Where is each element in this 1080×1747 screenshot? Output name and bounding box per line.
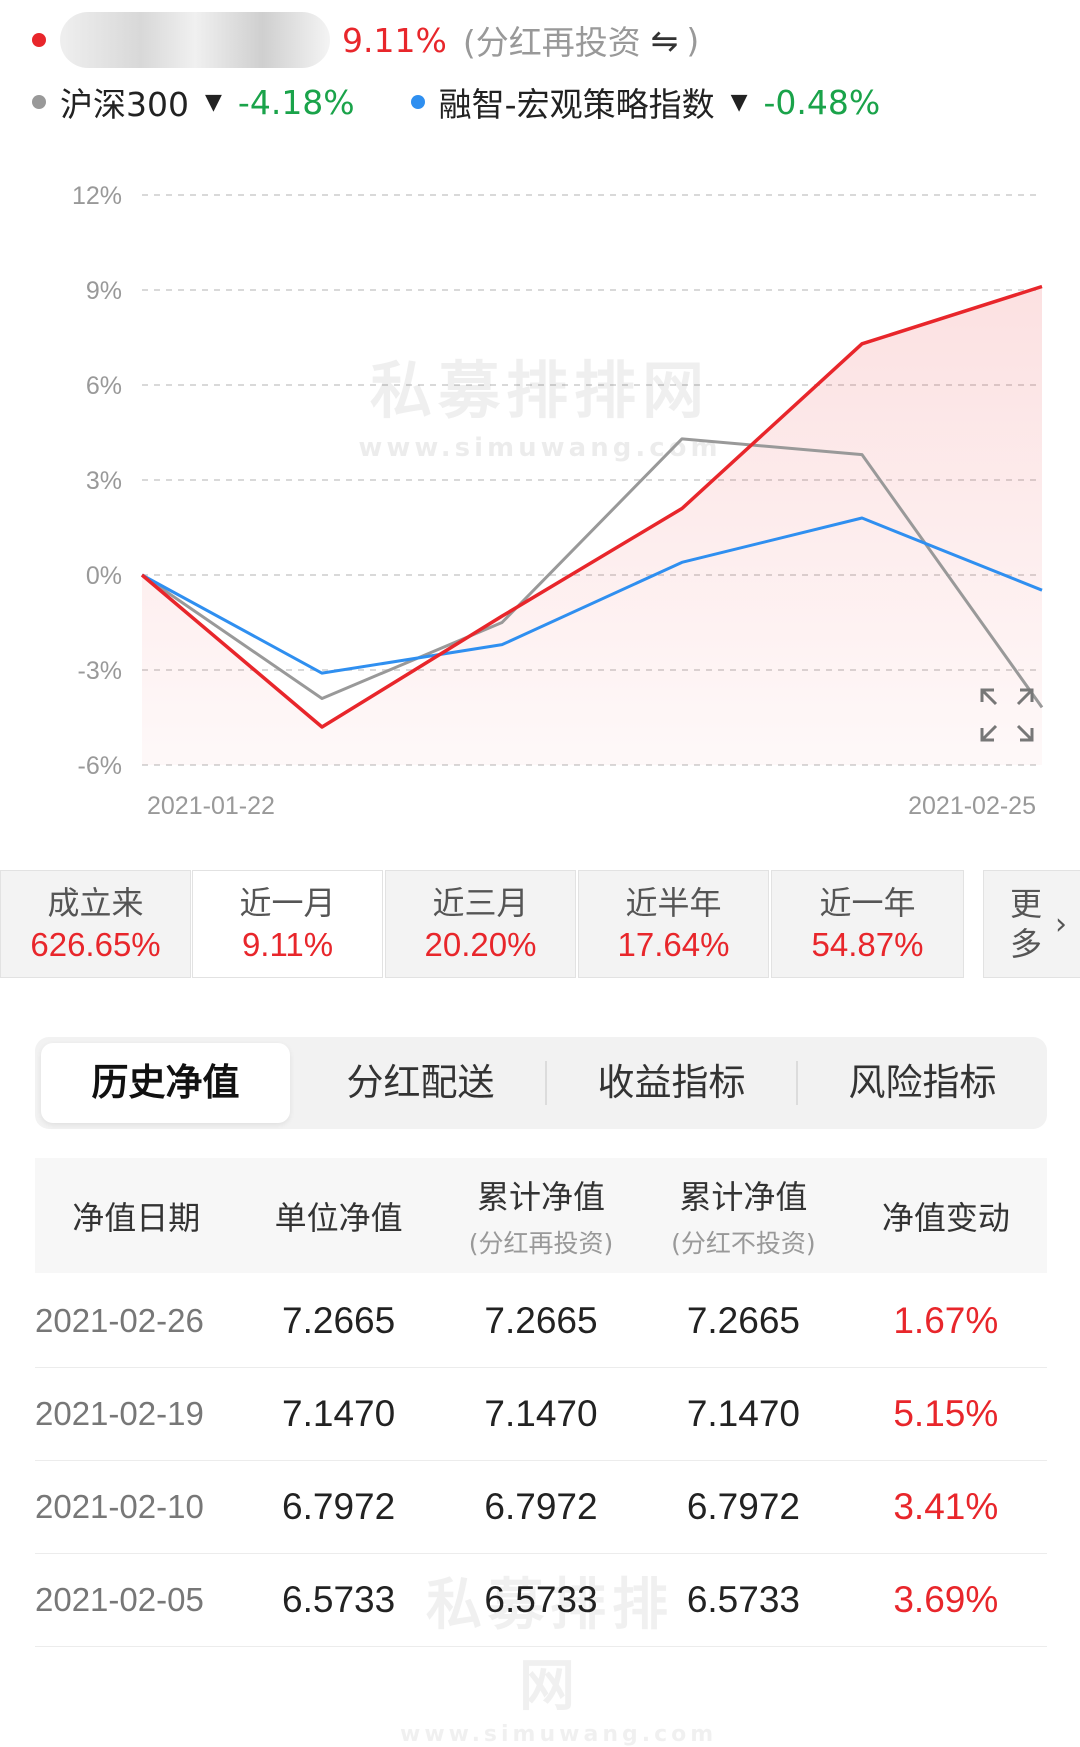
row-unit-nav: 6.5733: [282, 1578, 396, 1620]
index-return: -0.48%: [763, 82, 881, 122]
series-line: [140, 284, 1043, 729]
period-value: 9.11%: [241, 926, 334, 963]
data-tabs: 历史净值 分红配送 收益指标 风险指标: [35, 1037, 1047, 1129]
series-line: [141, 437, 1044, 709]
header-date: 净值日期: [72, 1198, 201, 1237]
benchmark-legend: 沪深300 ▼ -4.18% 融智-宏观策略指数 ▼ -0.48%: [32, 72, 880, 132]
period-value: 54.87%: [811, 926, 924, 963]
period-since-inception[interactable]: 成立来 626.65%: [0, 870, 191, 978]
chevron-right-icon: ›: [1055, 906, 1067, 942]
period-1-year[interactable]: 近一年 54.87%: [771, 870, 964, 978]
period-6-months[interactable]: 近半年 17.64%: [578, 870, 769, 978]
tab-risk-metrics[interactable]: 风险指标: [848, 1061, 997, 1104]
period-1-month[interactable]: 近一月 9.11%: [192, 870, 383, 978]
row-acc-nav-reinvest: 7.2665: [484, 1299, 598, 1341]
y-tick-label: 12%: [72, 182, 122, 210]
header-acc-nav-reinvest: 累计净值 (分红再投资): [468, 1177, 614, 1258]
row-acc-nav-no-reinvest: 7.1470: [686, 1392, 800, 1434]
table-row: 2021-02-19 7.1470 7.1470 7.1470 5.15%: [35, 1367, 1047, 1461]
y-tick-label: -3%: [78, 657, 122, 685]
tab-divider: [545, 1061, 547, 1105]
series-area: [142, 286, 1042, 765]
tab-dividends[interactable]: 分红配送: [346, 1061, 495, 1104]
chevron-down-icon[interactable]: ▼: [730, 89, 748, 115]
period-value: 20.20%: [424, 926, 537, 963]
index-name[interactable]: 融智-宏观策略指数: [438, 85, 715, 124]
row-acc-nav-reinvest: 6.5733: [484, 1578, 598, 1620]
dividend-mode-label[interactable]: (分红再投资: [462, 23, 641, 62]
y-tick-label: 3%: [86, 467, 122, 495]
swap-icon[interactable]: ⇋: [650, 20, 679, 60]
period-value: 17.64%: [617, 926, 730, 963]
table-row: 2021-02-10 6.7972 6.7972 6.7972 3.41%: [35, 1460, 1047, 1554]
tab-divider: [796, 1061, 798, 1105]
period-selector: 成立来 626.65% 近一月 9.11% 近三月 20.20% 近半年 17.…: [0, 870, 1080, 980]
period-more-button[interactable]: 更多 ›: [983, 870, 1080, 978]
fullscreen-icon[interactable]: [980, 688, 1034, 742]
period-label: 近三月: [432, 884, 529, 922]
tab-nav-history[interactable]: 历史净值: [41, 1043, 290, 1123]
y-tick-label: -6%: [78, 752, 122, 780]
return-chart[interactable]: 12% 9% 6% 3% 0% -3% -6% 私募排排网 www.simuwang.com…: [0, 150, 1080, 830]
row-acc-nav-no-reinvest: 6.5733: [686, 1578, 800, 1620]
benchmark-color-dot: [32, 95, 46, 109]
row-nav-change: 5.15%: [893, 1392, 999, 1434]
period-label: 近半年: [625, 884, 722, 922]
row-acc-nav-reinvest: 6.7972: [484, 1485, 598, 1527]
x-tick-label: 2021-02-25: [908, 792, 1036, 820]
period-label: 成立来: [47, 884, 144, 922]
nav-table-header: 净值日期 单位净值 累计净值 (分红再投资) 累计净值 (分红不投资) 净值变动: [35, 1158, 1047, 1273]
chevron-down-icon[interactable]: ▼: [205, 89, 222, 115]
fund-legend: 9.11% (分红再投资 ⇋ ): [32, 10, 699, 70]
fund-color-dot: [32, 33, 46, 47]
tab-return-metrics[interactable]: 收益指标: [597, 1061, 746, 1104]
watermark-url: www.simuwang.com: [358, 433, 721, 463]
watermark-logo: 私募排排网: [370, 354, 710, 427]
row-unit-nav: 7.1470: [282, 1392, 396, 1434]
row-unit-nav: 6.7972: [282, 1485, 396, 1527]
fund-name-blurred: [60, 12, 330, 68]
fund-return: 9.11%: [342, 20, 447, 60]
row-date: 2021-02-26: [35, 1301, 204, 1339]
period-3-months[interactable]: 近三月 20.20%: [385, 870, 576, 978]
period-label: 近一年: [819, 884, 916, 922]
row-nav-change: 1.67%: [893, 1299, 999, 1341]
row-acc-nav-no-reinvest: 7.2665: [686, 1299, 800, 1341]
y-tick-label: 6%: [86, 372, 122, 400]
table-row: 2021-02-05 6.5733 6.5733 6.5733 3.69%: [35, 1553, 1047, 1647]
header-nav-change: 净值变动: [881, 1198, 1010, 1237]
row-unit-nav: 7.2665: [282, 1299, 396, 1341]
index-color-dot: [410, 95, 425, 109]
x-tick-label: 2021-01-22: [147, 792, 275, 820]
header-acc-nav-no-reinvest: 累计净值 (分红不投资): [671, 1177, 816, 1258]
header-unit-nav: 单位净值: [274, 1198, 403, 1237]
series-line: [141, 516, 1043, 675]
row-acc-nav-reinvest: 7.1470: [484, 1392, 598, 1434]
table-row: 2021-02-26 7.2665 7.2665 7.2665 1.67%: [35, 1274, 1047, 1368]
benchmark-return: -4.18%: [237, 82, 355, 122]
row-nav-change: 3.41%: [893, 1485, 999, 1527]
row-date: 2021-02-05: [35, 1580, 204, 1618]
y-tick-label: 9%: [86, 277, 122, 305]
row-date: 2021-02-10: [35, 1487, 204, 1525]
more-label: 更多: [1009, 885, 1042, 963]
period-value: 626.65%: [30, 926, 161, 963]
row-acc-nav-no-reinvest: 6.7972: [686, 1485, 800, 1527]
y-tick-label: 0%: [86, 562, 122, 590]
dividend-mode-close: ): [686, 20, 700, 60]
row-nav-change: 3.69%: [893, 1578, 999, 1620]
row-date: 2021-02-19: [35, 1394, 204, 1432]
benchmark-name[interactable]: 沪深300: [60, 85, 189, 124]
period-label: 近一月: [239, 884, 336, 922]
